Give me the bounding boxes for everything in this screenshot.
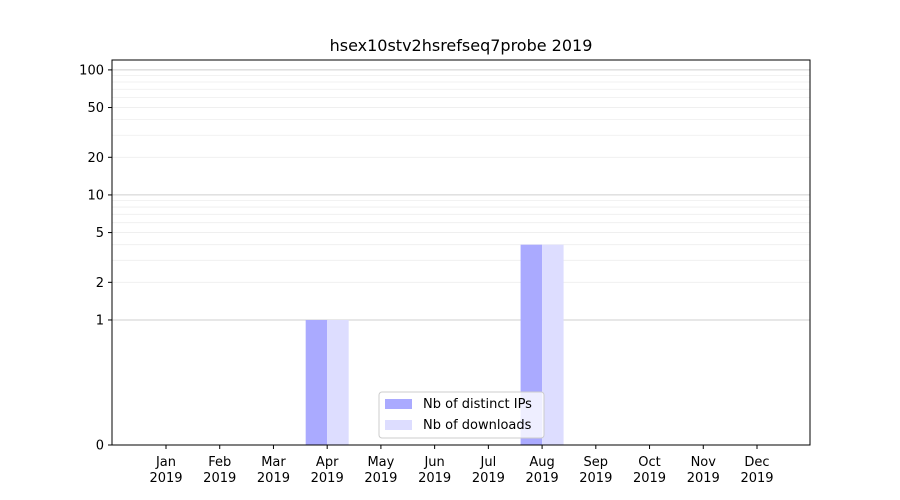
x-tick-label: 2019: [364, 471, 397, 486]
x-tick-label: Sep: [584, 455, 609, 470]
y-tick-label: 100: [79, 63, 104, 78]
x-tick-label: Apr: [316, 455, 339, 470]
y-axis: 0 1 2 5 10 20 50 100: [79, 63, 112, 454]
x-tick-label: 2019: [472, 471, 505, 486]
plot-frame: [111, 59, 811, 446]
x-tick-label: Dec: [744, 455, 769, 470]
legend-label-downloads: Nb of downloads: [423, 418, 532, 433]
x-tick-label: Mar: [261, 455, 286, 470]
legend-label-distinct-ips: Nb of distinct IPs: [423, 397, 532, 412]
x-tick-label: 2019: [526, 471, 559, 486]
y-tick-label: 0: [96, 439, 104, 454]
x-tick-label: 2019: [633, 471, 666, 486]
x-tick-label: 2019: [687, 471, 720, 486]
x-axis: Jan2019Feb2019Mar2019Apr2019May2019Jun20…: [149, 445, 774, 486]
x-tick-label: Jul: [480, 455, 497, 470]
x-tick-label: Oct: [638, 455, 660, 470]
y-tick-label: 2: [96, 276, 104, 291]
legend-swatch-downloads: [385, 420, 412, 430]
y-tick-label: 50: [87, 101, 104, 116]
x-tick-label: 2019: [203, 471, 236, 486]
bar: [327, 319, 349, 445]
x-tick-label: 2019: [257, 471, 290, 486]
y-tick-label: 20: [87, 151, 104, 166]
chart-title: hsex10stv2hsrefseq7probe 2019: [330, 36, 593, 55]
x-tick-label: Jun: [423, 455, 444, 470]
bar: [305, 319, 328, 445]
x-tick-label: Nov: [691, 455, 717, 470]
legend-box: [378, 391, 545, 439]
bar: [542, 244, 564, 445]
y-tick-label: 10: [87, 188, 104, 203]
y-tick-label: 5: [96, 226, 104, 241]
x-tick-label: 2019: [311, 471, 344, 486]
legend: Nb of distinct IPs Nb of downloads: [378, 391, 545, 439]
x-tick-label: Jan: [155, 455, 176, 470]
x-tick-label: Feb: [208, 455, 231, 470]
y-tick-label: 1: [96, 313, 104, 328]
x-tick-label: 2019: [740, 471, 773, 486]
x-tick-label: Aug: [529, 455, 554, 470]
x-tick-label: 2019: [418, 471, 451, 486]
legend-swatch-distinct-ips: [385, 399, 412, 409]
x-tick-label: May: [367, 455, 394, 470]
grid-layer: [112, 69, 810, 321]
x-tick-label: 2019: [579, 471, 612, 486]
x-tick-label: 2019: [149, 471, 182, 486]
